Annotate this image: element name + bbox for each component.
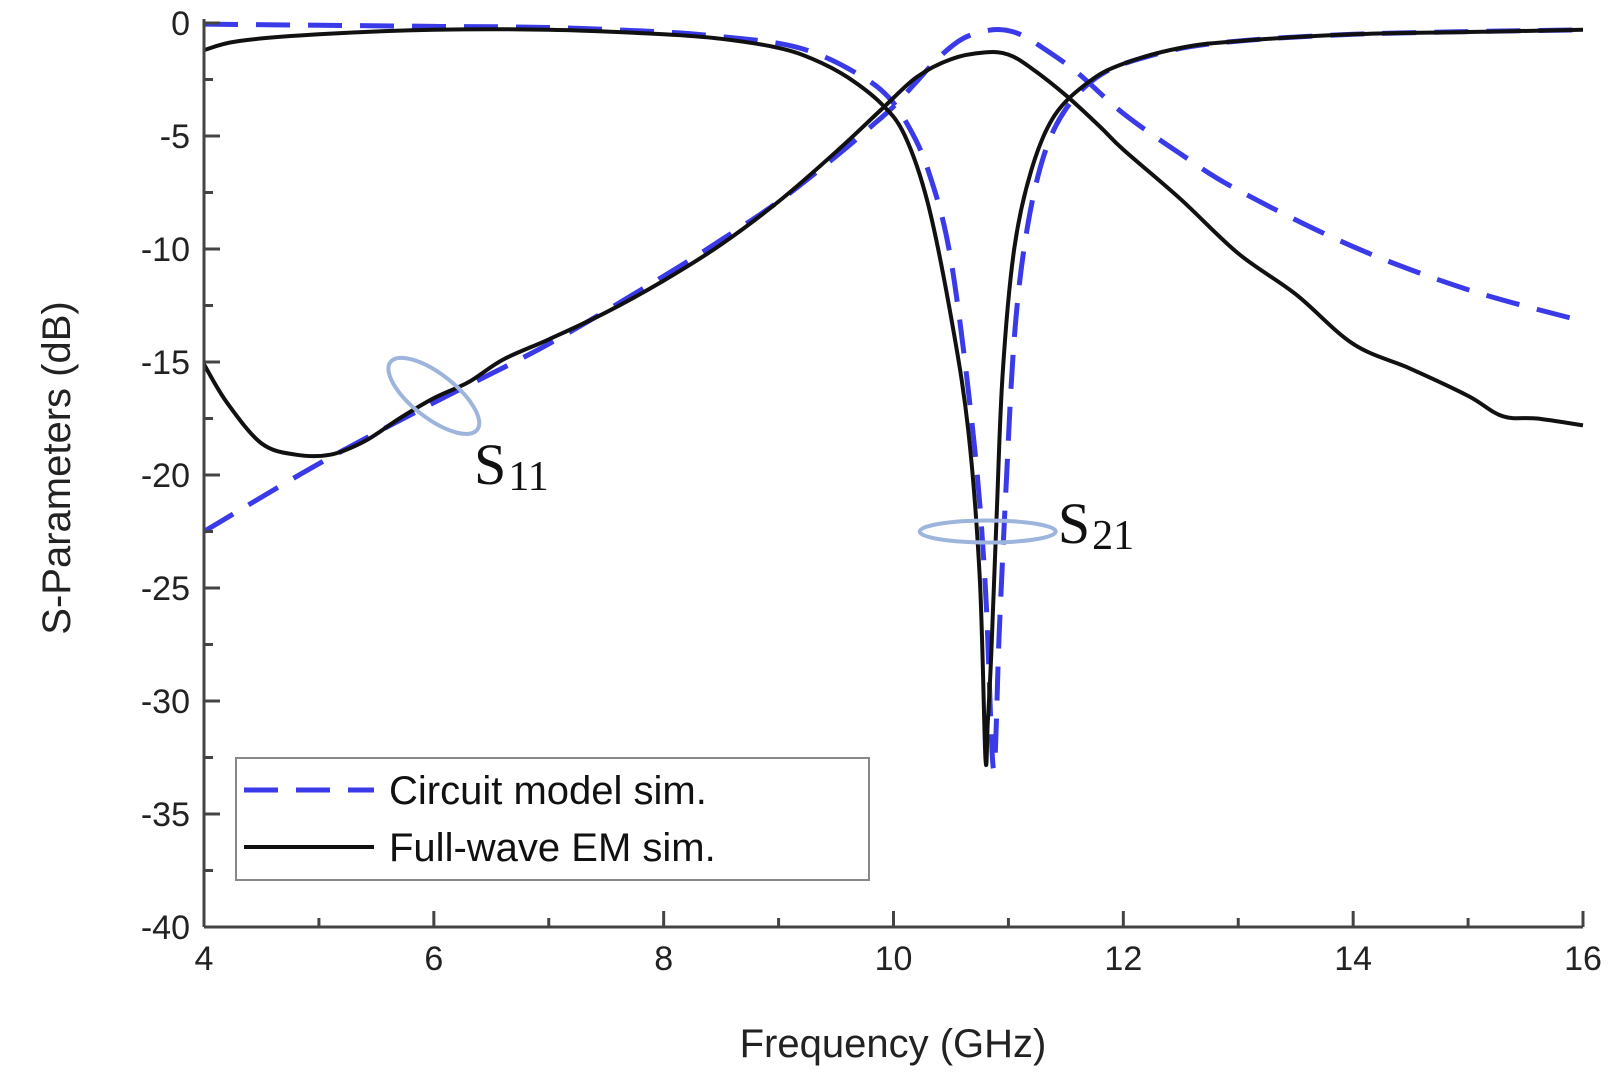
s11-annotation: S11 [474,432,549,500]
circuit-model-s11-line [202,26,1584,534]
y-tick-label: -20 [141,457,190,495]
y-tick-label: -10 [141,231,190,269]
y-tick-label: -40 [141,909,190,947]
x-tick-label: 6 [424,940,443,978]
s21-annotation-main: S [1058,491,1090,556]
y-tick-label: -35 [141,796,190,834]
x-tick-label: 4 [195,940,214,978]
series-layer [202,21,1584,772]
y-tick-label: 0 [171,5,190,43]
s21-marker-ellipse [917,518,1058,545]
s11-marker-ellipse [386,355,482,436]
x-tick-label: 10 [875,940,913,978]
x-tick-label: 12 [1104,940,1142,978]
s11-annotation-main: S [474,432,506,497]
y-tick-label: -15 [141,344,190,382]
axes-layer: 4 6 8 10 12 14 16 0 -5 -10 -15 -20 -25 -30 -35 -40 [141,5,1602,978]
y-axis-title: S-Parameters (dB) [35,301,79,634]
s21-annotation: S21 [1058,491,1134,559]
s11-annotation-subscript: 11 [508,454,548,500]
legend-box [235,757,870,881]
x-tick-label: 16 [1564,940,1602,978]
full-wave-legend-label: Full-wave EM sim. [389,826,716,870]
x-tick-label: 14 [1334,940,1372,978]
y-tick-label: -5 [160,118,190,156]
x-tick-label: 8 [654,940,673,978]
x-axis-title: Frequency (GHz) [740,1022,1047,1066]
y-tick-label: -25 [141,570,190,608]
legend: Circuit model sim. Full-wave EM sim. [235,757,870,881]
y-tick-label: -30 [141,683,190,721]
full-wave-s21-line [203,27,1584,768]
circuit-model-legend-label: Circuit model sim. [389,769,707,813]
s21-annotation-subscript: 21 [1092,513,1134,559]
full-wave-s11-line [202,50,1584,459]
